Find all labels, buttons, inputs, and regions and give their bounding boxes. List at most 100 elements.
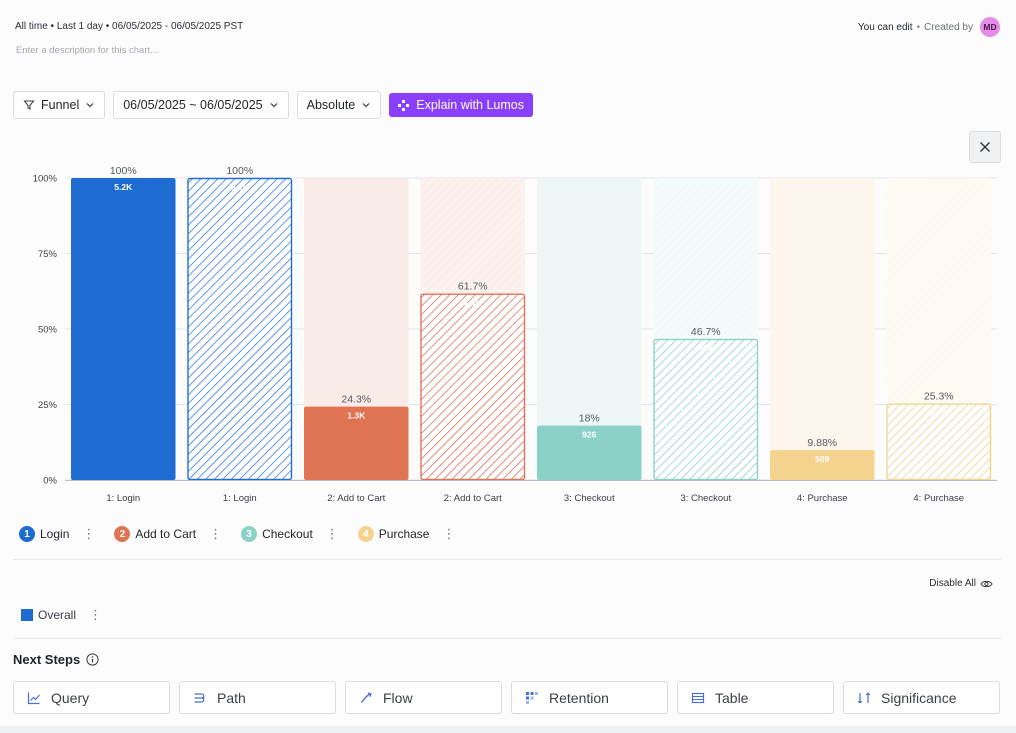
chevron-down-icon xyxy=(270,103,278,108)
funnel-chart: 100% 75% 50% 25% 0% 100% 5.2K 1: Login 100% 5.2K 1… xyxy=(33,165,997,504)
x-tick-label: 2: Add to Cart xyxy=(444,493,502,504)
funnel-dropdown[interactable]: Funnel xyxy=(13,91,106,119)
overall-menu-icon[interactable]: ⋮ xyxy=(89,607,102,622)
retention-label: Retention xyxy=(549,689,609,706)
step-number-badge: 1 xyxy=(19,526,35,542)
separator-dot: • xyxy=(916,21,921,33)
funnel-bar xyxy=(537,425,642,480)
legend-menu-icon[interactable]: ⋮ xyxy=(209,526,222,541)
path-button[interactable]: Path xyxy=(179,681,336,714)
bar-percent-label: 46.7% xyxy=(691,326,721,338)
divider xyxy=(13,559,1001,560)
x-tick-label: 3: Checkout xyxy=(564,493,615,504)
legend-item-add-to-cart[interactable]: 2 Add to Cart ⋮ xyxy=(114,526,222,542)
chart-range-text: All time • Last 1 day • 06/05/2025 - 06/… xyxy=(15,21,244,32)
measure-mode-label: Absolute xyxy=(306,98,356,112)
flow-icon xyxy=(360,691,372,703)
x-tick-label: 1: Login xyxy=(223,493,257,504)
funnel-bar-hatched xyxy=(653,338,759,481)
eye-icon xyxy=(980,580,993,587)
legend-menu-icon[interactable]: ⋮ xyxy=(325,526,339,541)
x-tick-label: 1: Login xyxy=(106,493,140,504)
funnel-label: Funnel xyxy=(41,98,80,112)
x-tick-label: 3: Checkout xyxy=(680,493,731,504)
info-icon[interactable] xyxy=(86,653,99,666)
segment-overall[interactable]: Overall ⋮ xyxy=(21,607,102,623)
y-tick-label: 75% xyxy=(38,249,58,260)
explain-with-lumos-button[interactable]: Explain with Lumos xyxy=(389,93,533,117)
funnel-bar xyxy=(304,406,409,480)
step-number-badge: 3 xyxy=(241,526,258,542)
retention-button[interactable]: Retention xyxy=(511,681,668,714)
y-tick-label: 0% xyxy=(43,476,57,487)
chart-toolbar: Funnel 06/05/2025 ~ 06/05/2025 Absolute … xyxy=(13,91,533,119)
chevron-down-icon xyxy=(86,103,94,108)
chevron-down-icon xyxy=(362,103,370,108)
bar-count-label: 926 xyxy=(582,430,596,440)
flow-label: Flow xyxy=(383,689,413,706)
created-by-label: Created by xyxy=(924,21,973,33)
disable-all-button[interactable]: Disable All xyxy=(929,578,993,589)
step-legend: 1 Login ⋮ 2 Add to Cart ⋮ 3 Checkout ⋮ 4 Purchase ⋮ xyxy=(19,526,474,542)
bottom-strip xyxy=(0,726,1016,733)
measure-mode-dropdown[interactable]: Absolute xyxy=(296,91,382,119)
funnel-bar-hatched xyxy=(420,293,526,481)
explain-label: Explain with Lumos xyxy=(416,98,524,112)
date-range-label: 06/05/2025 ~ 06/05/2025 xyxy=(123,98,263,112)
chart-description-input[interactable]: Enter a description for this chart... xyxy=(16,45,159,56)
table-button[interactable]: Table xyxy=(677,681,834,714)
next-steps-title: Next Steps xyxy=(13,652,81,667)
bar-count-label: 926 xyxy=(699,343,713,353)
bar-percent-label: 24.3% xyxy=(341,394,371,406)
y-tick-label: 100% xyxy=(33,174,58,185)
funnel-bar-hatched xyxy=(886,403,992,481)
bar-percent-label: 100% xyxy=(226,165,253,177)
x-tick-label: 2: Add to Cart xyxy=(327,493,385,504)
table-label: Table xyxy=(715,689,749,706)
bar-percent-label: 25.3% xyxy=(924,391,954,403)
legend-menu-icon[interactable]: ⋮ xyxy=(82,526,95,541)
table-icon xyxy=(691,692,705,703)
divider xyxy=(13,638,1001,639)
y-tick-label: 50% xyxy=(38,325,58,336)
query-button[interactable]: Query xyxy=(13,681,170,714)
bar-percent-label: 100% xyxy=(110,165,137,177)
step-number-badge: 4 xyxy=(357,526,374,542)
flow-button[interactable]: Flow xyxy=(345,681,502,714)
significance-icon xyxy=(857,692,871,703)
next-steps-heading: Next Steps xyxy=(13,652,99,667)
close-button[interactable] xyxy=(969,131,1001,163)
you-can-edit-label: You can edit xyxy=(857,21,913,33)
retention-icon xyxy=(526,691,538,704)
bar-count-label: 509 xyxy=(932,408,946,418)
bar-percent-label: 18% xyxy=(579,413,600,425)
bar-count-label: 5.2K xyxy=(231,182,250,192)
legend-menu-icon[interactable]: ⋮ xyxy=(442,526,455,541)
lumos-sparkle-icon xyxy=(398,99,410,111)
path-icon xyxy=(194,692,205,703)
significance-button[interactable]: Significance xyxy=(843,681,1000,714)
x-tick-label: 4: Purchase xyxy=(913,493,964,504)
funnel-bar xyxy=(71,178,176,480)
date-range-dropdown[interactable]: 06/05/2025 ~ 06/05/2025 xyxy=(113,91,289,119)
x-tick-label: 4: Purchase xyxy=(797,493,848,504)
bar-count-label: 509 xyxy=(815,454,829,464)
y-tick-label: 25% xyxy=(38,400,58,411)
legend-item-purchase[interactable]: 4 Purchase ⋮ xyxy=(357,526,455,542)
legend-item-login[interactable]: 1 Login ⋮ xyxy=(19,526,95,542)
funnel-bar xyxy=(770,450,875,480)
legend-label: Checkout xyxy=(262,527,313,541)
path-label: Path xyxy=(217,689,246,706)
legend-item-checkout[interactable]: 3 Checkout ⋮ xyxy=(241,526,339,542)
line-chart-icon xyxy=(27,692,40,704)
close-icon xyxy=(980,142,990,152)
legend-label: Add to Cart xyxy=(135,527,197,541)
query-label: Query xyxy=(51,689,90,706)
bar-count-label: 1.3K xyxy=(347,411,366,421)
overall-swatch xyxy=(21,609,33,621)
significance-label: Significance xyxy=(881,689,957,706)
next-steps-buttons: Query Path Flow Retention Table Signific… xyxy=(13,681,1000,714)
legend-label: Purchase xyxy=(378,527,430,541)
avatar[interactable]: MD xyxy=(980,17,1000,37)
bar-percent-label: 61.7% xyxy=(458,281,488,293)
